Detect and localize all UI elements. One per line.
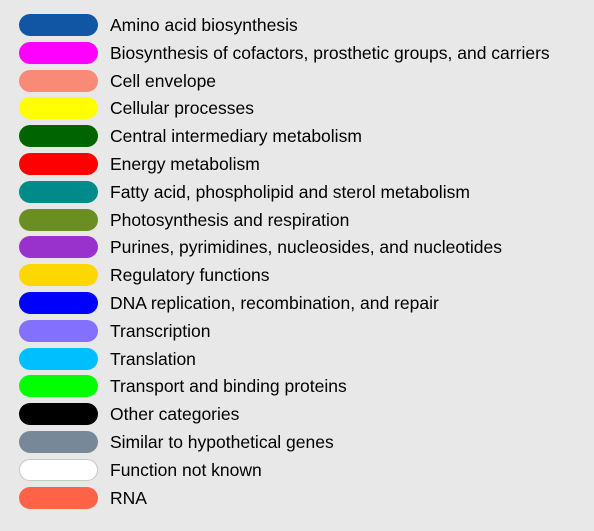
legend-item: Cell envelope — [0, 67, 594, 95]
legend-swatch — [19, 209, 98, 231]
legend-label: Function not known — [110, 460, 262, 480]
legend-swatch — [19, 236, 98, 258]
legend-item: Other categories — [0, 400, 594, 428]
legend-swatch — [19, 181, 98, 203]
legend-swatch — [19, 487, 98, 509]
legend-label: Biosynthesis of cofactors, prosthetic gr… — [110, 43, 550, 63]
legend-item: Regulatory functions — [0, 261, 594, 289]
legend-item: DNA replication, recombination, and repa… — [0, 289, 594, 317]
legend-label: DNA replication, recombination, and repa… — [110, 293, 439, 313]
legend-item: Amino acid biosynthesis — [0, 11, 594, 39]
legend-label: Fatty acid, phospholipid and sterol meta… — [110, 182, 470, 202]
legend-label: Photosynthesis and respiration — [110, 210, 350, 230]
legend-label: Central intermediary metabolism — [110, 126, 362, 146]
legend-label: RNA — [110, 488, 147, 508]
legend-item: Similar to hypothetical genes — [0, 428, 594, 456]
legend-label: Transport and binding proteins — [110, 376, 347, 396]
legend-label: Similar to hypothetical genes — [110, 432, 334, 452]
legend-swatch — [19, 125, 98, 147]
legend-label: Transcription — [110, 321, 211, 341]
legend-item: Purines, pyrimidines, nucleosides, and n… — [0, 233, 594, 261]
legend-swatch — [19, 70, 98, 92]
legend-item: Biosynthesis of cofactors, prosthetic gr… — [0, 39, 594, 67]
legend-swatch — [19, 375, 98, 397]
legend-label: Energy metabolism — [110, 154, 260, 174]
legend-item: RNA — [0, 484, 594, 512]
legend-swatch — [19, 264, 98, 286]
legend-swatch — [19, 292, 98, 314]
legend-swatch — [19, 320, 98, 342]
legend-item: Photosynthesis and respiration — [0, 206, 594, 234]
legend-label: Other categories — [110, 404, 240, 424]
legend-item: Translation — [0, 345, 594, 373]
legend-item: Transport and binding proteins — [0, 372, 594, 400]
legend-item: Function not known — [0, 456, 594, 484]
legend-label: Translation — [110, 349, 196, 369]
legend-label: Amino acid biosynthesis — [110, 15, 298, 35]
legend-swatch — [19, 42, 98, 64]
legend-item: Energy metabolism — [0, 150, 594, 178]
legend-swatch — [19, 97, 98, 119]
legend-label: Cell envelope — [110, 71, 217, 91]
legend-swatch — [19, 431, 98, 453]
legend-swatch — [19, 348, 98, 370]
legend-item: Fatty acid, phospholipid and sterol meta… — [0, 178, 594, 206]
legend-item: Cellular processes — [0, 94, 594, 122]
legend-swatch — [19, 153, 98, 175]
legend-label: Cellular processes — [110, 98, 254, 118]
legend-item: Central intermediary metabolism — [0, 122, 594, 150]
legend-label: Regulatory functions — [110, 265, 270, 285]
legend-item: Transcription — [0, 317, 594, 345]
legend-swatch — [19, 14, 98, 36]
legend-swatch — [19, 459, 98, 481]
legend-swatch — [19, 403, 98, 425]
legend-label: Purines, pyrimidines, nucleosides, and n… — [110, 237, 503, 257]
